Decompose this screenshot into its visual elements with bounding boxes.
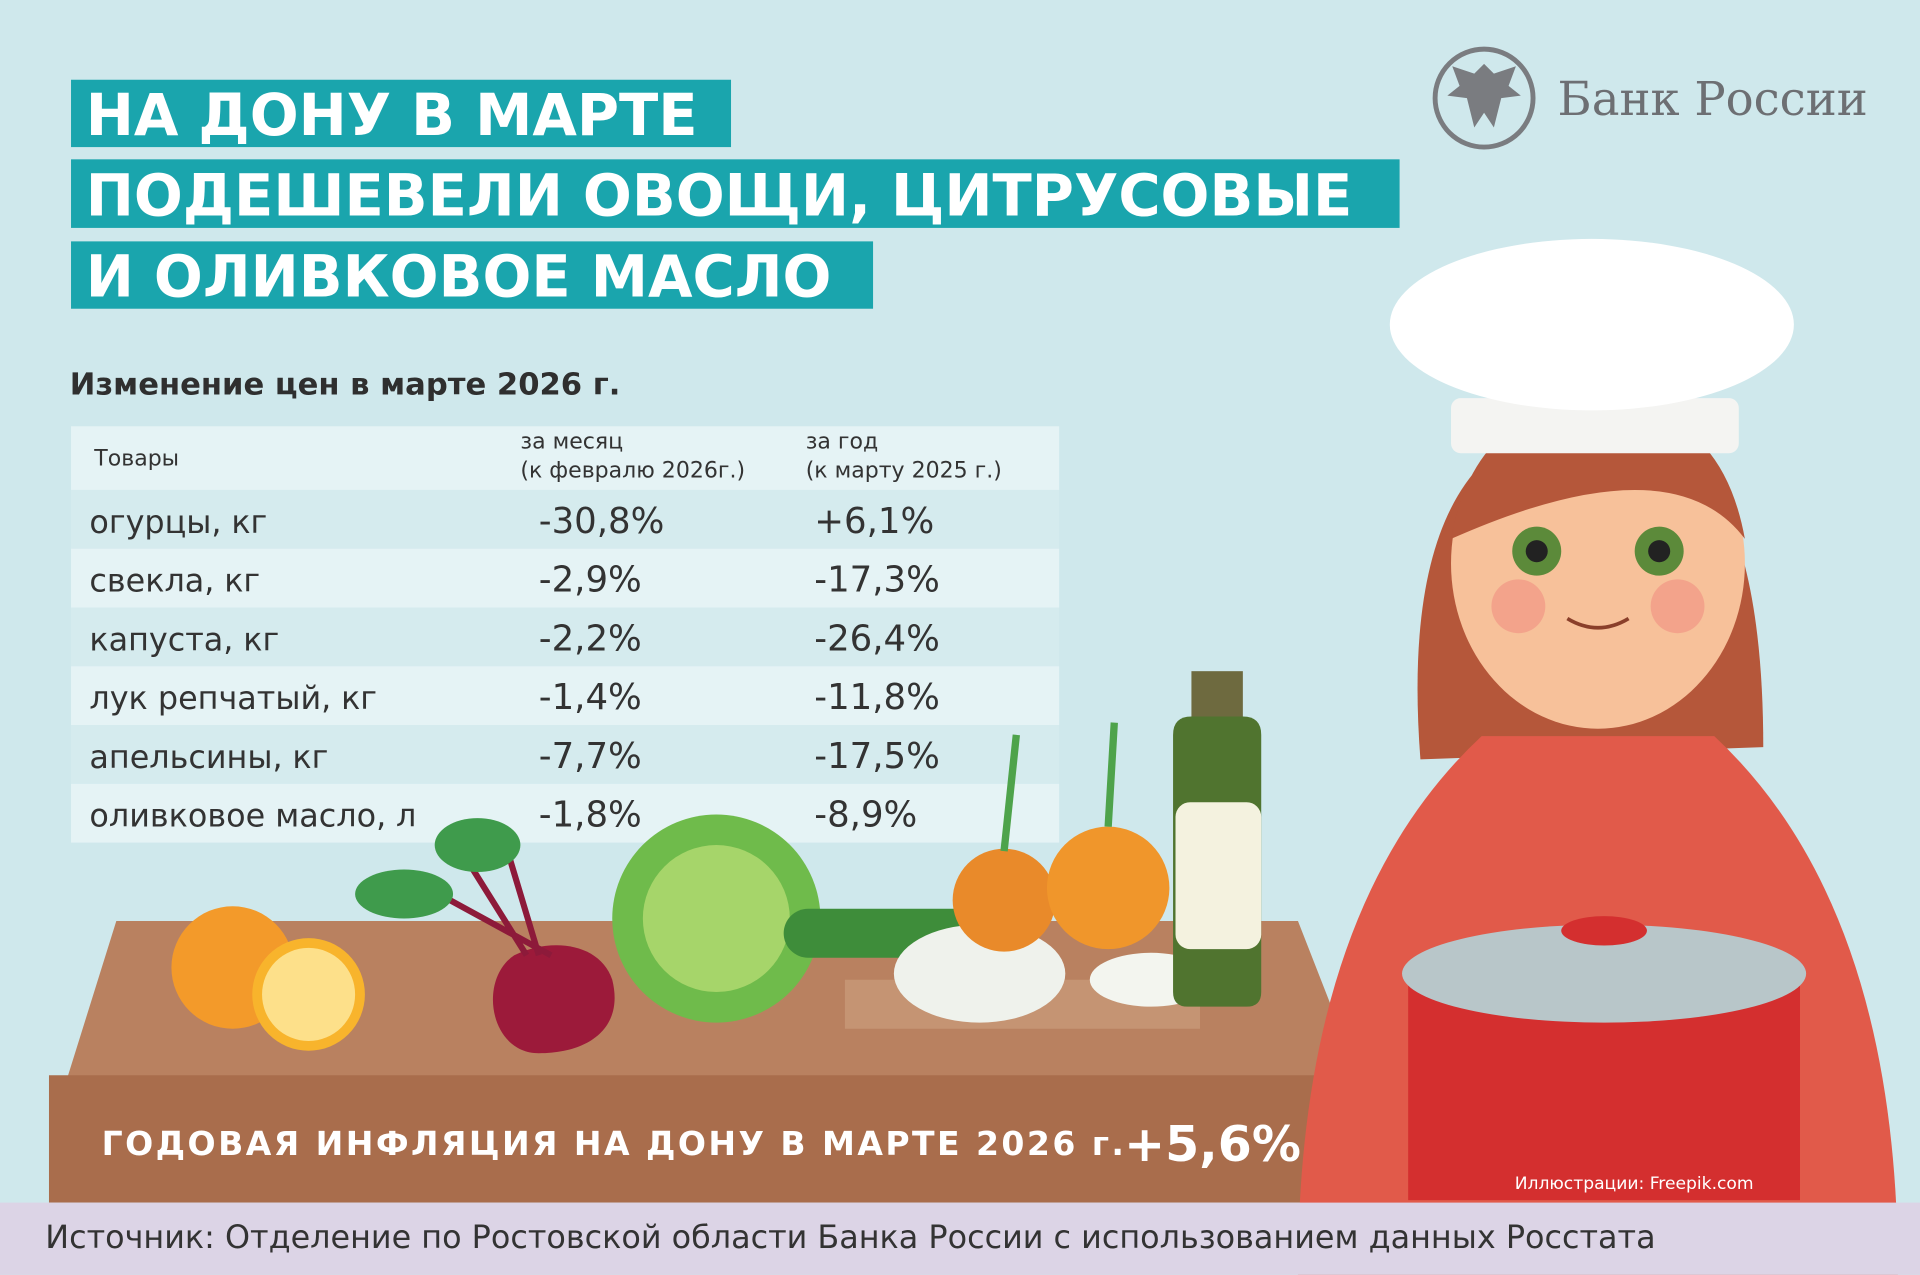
credit: Иллюстрации: Freepik.com	[1515, 1174, 1754, 1194]
month-change: -2,2%	[539, 618, 642, 659]
source-band	[0, 1202, 1920, 1275]
title-bar	[71, 79, 732, 148]
title-line: И ОЛИВКОВОЕ МАСЛО	[86, 243, 832, 310]
month-change: -7,7%	[539, 736, 642, 777]
table-row	[71, 607, 1060, 667]
item-unit: л	[396, 797, 416, 835]
table-row	[71, 783, 1060, 843]
chef-illustration	[1297, 238, 1898, 1275]
inflation-value: +5,6%	[1124, 1116, 1301, 1173]
year-change: -26,4%	[814, 618, 940, 659]
month-change: -1,4%	[539, 677, 642, 718]
title-line: ПОДЕШЕВЕЛИ ОВОЩИ, ЦИТРУСОВЫЕ	[86, 163, 1353, 230]
header-cell: (к марту 2025 г.)	[806, 459, 1002, 484]
logo-text: Банк России	[1558, 72, 1868, 126]
header-cell: Товары	[93, 446, 179, 471]
table-row	[71, 548, 1060, 608]
month-change: -1,8%	[539, 795, 642, 836]
year-change: +6,1%	[814, 501, 934, 542]
item-unit: кг	[224, 562, 260, 600]
item-name: свекла,	[89, 562, 214, 600]
vegetables	[171, 671, 1262, 1054]
header-cell: (к февралю 2026г.)	[520, 459, 745, 484]
header-cell: за месяц	[520, 429, 623, 454]
title-line: НА ДОНУ В МАРТЕ	[86, 82, 698, 149]
item-name: капуста,	[89, 620, 233, 658]
table-header	[71, 426, 1060, 490]
item-name: лук репчатый,	[89, 679, 331, 717]
month-change: -30,8%	[539, 501, 665, 542]
table-caption: Изменение цен в марте 2026 г.	[70, 367, 621, 402]
kitchen-table-front	[48, 1075, 1384, 1203]
item-name: апельсины,	[89, 738, 282, 776]
source: Источник: Отделение по Ростовской област…	[45, 1218, 1655, 1256]
item-name: оливковое масло,	[89, 797, 386, 835]
item-unit: кг	[231, 503, 267, 541]
year-change: -17,3%	[814, 560, 940, 601]
item-unit: кг	[243, 620, 279, 658]
table-body: огурцы, кг -30,8% +6,1%свекла, кг -2,9% -17,3%…	[71, 489, 1060, 843]
logo: Банк России	[1432, 46, 1868, 150]
item-name: огурцы,	[89, 503, 221, 541]
title-bar	[71, 241, 874, 309]
header-cell: за год	[806, 429, 879, 454]
year-change: -17,5%	[814, 736, 940, 777]
table-row	[71, 489, 1060, 549]
table-row	[71, 666, 1060, 726]
title-bar	[71, 159, 1400, 228]
year-change: -8,9%	[814, 795, 917, 836]
month-change: -2,9%	[539, 560, 642, 601]
year-change: -11,8%	[814, 677, 940, 718]
table-row	[71, 725, 1060, 784]
inflation-label: ГОДОВАЯ ИНФЛЯЦИЯ НА ДОНУ В МАРТЕ 2026 г.	[102, 1124, 1127, 1163]
item-unit: кг	[341, 679, 377, 717]
item-unit: кг	[292, 738, 328, 776]
